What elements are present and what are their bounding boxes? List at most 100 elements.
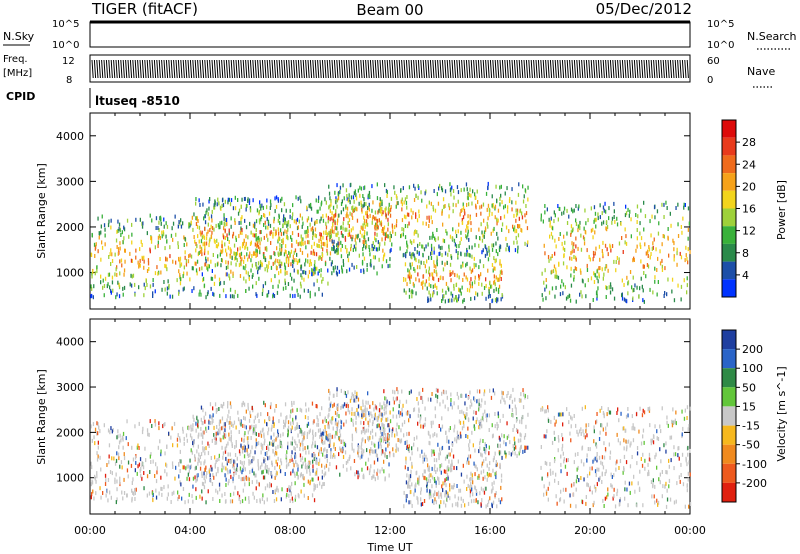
- echo-mark: [292, 469, 294, 474]
- echo-mark: [270, 265, 273, 270]
- echo-mark: [307, 464, 309, 469]
- echo-mark: [359, 230, 361, 235]
- echo-mark: [401, 197, 403, 202]
- echo-mark: [480, 502, 482, 507]
- echo-mark: [364, 407, 366, 412]
- echo-mark: [329, 204, 331, 209]
- echo-mark: [143, 282, 145, 287]
- echo-mark: [226, 233, 228, 238]
- echo-mark: [428, 282, 430, 287]
- echo-mark: [375, 247, 378, 252]
- echo-mark: [276, 246, 278, 251]
- echo-mark: [179, 277, 182, 282]
- echo-mark: [453, 401, 455, 406]
- echo-mark: [486, 251, 488, 256]
- echo-mark: [434, 283, 436, 288]
- echo-mark: [186, 271, 188, 276]
- echo-mark: [105, 478, 107, 483]
- echo-mark: [413, 198, 416, 202]
- echo-mark: [224, 492, 226, 496]
- echo-mark: [219, 281, 222, 286]
- echo-mark: [243, 402, 246, 407]
- echo-mark: [241, 197, 243, 202]
- echo-mark: [258, 432, 260, 437]
- echo-mark: [447, 476, 449, 481]
- echo-mark: [545, 278, 547, 282]
- echo-mark: [382, 257, 384, 262]
- echo-mark: [475, 263, 477, 268]
- echo-mark: [367, 436, 369, 441]
- echo-mark: [408, 288, 411, 293]
- echo-mark: [225, 272, 227, 277]
- echo-mark: [409, 484, 411, 489]
- echo-mark: [178, 220, 180, 224]
- echo-mark: [643, 271, 645, 275]
- echo-mark: [102, 278, 104, 283]
- echo-mark: [166, 257, 168, 262]
- echo-mark: [191, 215, 193, 220]
- echo-mark: [396, 446, 398, 451]
- echo-mark: [218, 407, 220, 411]
- echo-mark: [314, 443, 316, 448]
- echo-mark: [239, 274, 242, 278]
- echo-mark: [398, 438, 401, 443]
- echo-mark: [466, 261, 468, 266]
- echo-mark: [227, 458, 230, 463]
- echo-mark: [610, 248, 612, 253]
- echo-mark: [430, 284, 432, 289]
- echo-mark: [331, 420, 333, 425]
- echo-mark: [355, 415, 357, 420]
- echo-mark: [422, 280, 424, 285]
- echo-mark: [277, 456, 279, 461]
- echo-mark: [377, 468, 379, 473]
- echo-mark: [483, 459, 485, 464]
- echo-mark: [465, 182, 468, 187]
- colorbar-swatch: [722, 173, 736, 191]
- echo-mark: [388, 401, 391, 406]
- echo-mark: [394, 190, 396, 195]
- echo-mark: [239, 261, 242, 266]
- echo-mark: [236, 468, 239, 472]
- echo-mark: [505, 225, 508, 230]
- echo-mark: [646, 263, 649, 267]
- echo-mark: [358, 253, 360, 258]
- echo-mark: [196, 217, 198, 222]
- echo-mark: [243, 259, 245, 264]
- echo-mark: [331, 216, 333, 221]
- echo-mark: [217, 490, 219, 495]
- echo-mark: [406, 240, 408, 245]
- echo-mark: [396, 219, 398, 224]
- echo-mark: [481, 453, 483, 458]
- echo-mark: [499, 202, 501, 207]
- echo-mark: [403, 227, 405, 232]
- echo-mark: [324, 197, 326, 202]
- echo-mark: [386, 418, 388, 422]
- echo-mark: [204, 262, 206, 267]
- echo-mark: [607, 492, 609, 497]
- echo-mark: [130, 463, 133, 468]
- echo-mark: [226, 461, 228, 466]
- echo-mark: [284, 217, 286, 222]
- echo-mark: [678, 475, 680, 480]
- echo-mark: [167, 492, 169, 497]
- echo-mark: [267, 427, 270, 432]
- echo-mark: [486, 471, 489, 476]
- echo-mark: [434, 464, 436, 469]
- echo-mark: [667, 277, 669, 282]
- echo-mark: [470, 193, 472, 198]
- echo-mark: [347, 408, 349, 413]
- echo-mark: [483, 286, 486, 290]
- echo-mark: [426, 480, 428, 485]
- echo-mark: [686, 290, 688, 295]
- echo-mark: [264, 246, 266, 251]
- echo-mark: [161, 287, 163, 292]
- echo-mark: [448, 459, 450, 464]
- echo-mark: [261, 203, 263, 208]
- echo-mark: [340, 419, 342, 424]
- echo-mark: [217, 223, 220, 228]
- echo-mark: [236, 463, 238, 468]
- echo-mark: [204, 459, 206, 464]
- echo-mark: [562, 422, 564, 427]
- echo-mark: [380, 451, 383, 456]
- echo-mark: [224, 428, 226, 433]
